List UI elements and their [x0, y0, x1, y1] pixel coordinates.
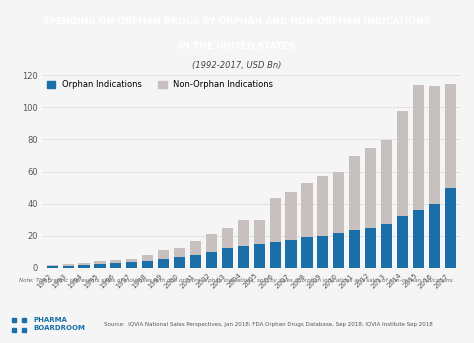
Bar — [413, 210, 424, 268]
Bar — [429, 86, 440, 203]
Bar — [270, 242, 281, 268]
Bar — [397, 111, 408, 216]
Bar — [79, 263, 90, 265]
Bar — [381, 224, 392, 268]
Bar — [285, 192, 297, 240]
Bar — [349, 156, 360, 230]
Bar — [317, 236, 328, 268]
Bar — [413, 85, 424, 210]
Bar — [333, 172, 344, 233]
Bar — [110, 263, 121, 268]
Bar — [254, 220, 265, 244]
Bar — [397, 216, 408, 268]
Bar — [285, 240, 297, 268]
Text: (1992-2017, USD Bn): (1992-2017, USD Bn) — [192, 61, 282, 70]
Bar — [445, 188, 456, 268]
Text: IN THE UNITED STATES: IN THE UNITED STATES — [179, 42, 295, 51]
Bar — [63, 265, 73, 268]
Bar — [445, 84, 456, 188]
Bar — [206, 251, 217, 268]
Text: Note: The graphic represents sales of molecules with one or more orphan indicati: Note: The graphic represents sales of mo… — [19, 278, 455, 283]
Bar — [237, 246, 249, 268]
Bar — [126, 259, 137, 262]
Bar — [222, 248, 233, 268]
Bar — [142, 261, 153, 268]
Bar — [381, 140, 392, 224]
Bar — [254, 244, 265, 268]
Bar — [174, 257, 185, 268]
Bar — [365, 148, 376, 227]
Bar — [270, 198, 281, 242]
Text: Source:  IQVIA National Sales Perspectives, Jan 2018; FDA Orphan Drugs Database,: Source: IQVIA National Sales Perspective… — [104, 322, 433, 327]
Bar — [349, 230, 360, 268]
Bar — [158, 259, 169, 268]
Text: SPENDING ON ORPHAN DRUGS BY ORPHAN AND NON-ORPHAN INDICATIONS: SPENDING ON ORPHAN DRUGS BY ORPHAN AND N… — [44, 17, 430, 26]
Bar — [94, 261, 106, 263]
Bar — [158, 250, 169, 259]
Legend: Orphan Indications, Non-Orphan Indications: Orphan Indications, Non-Orphan Indicatio… — [47, 80, 273, 90]
Bar — [79, 265, 90, 268]
Bar — [301, 237, 312, 268]
Bar — [46, 265, 58, 266]
Bar — [110, 260, 121, 263]
Bar — [142, 255, 153, 261]
Bar — [429, 203, 440, 268]
Bar — [365, 227, 376, 268]
Bar — [94, 263, 106, 268]
Bar — [237, 220, 249, 246]
Bar — [174, 248, 185, 257]
Bar — [301, 183, 312, 237]
Text: PHARMA
BOARDROOM: PHARMA BOARDROOM — [33, 317, 85, 331]
Bar — [206, 234, 217, 251]
Bar — [190, 255, 201, 268]
Bar — [46, 266, 58, 268]
Bar — [126, 262, 137, 268]
Bar — [63, 264, 73, 265]
Bar — [333, 233, 344, 268]
Bar — [317, 176, 328, 236]
Bar — [190, 241, 201, 255]
Bar — [222, 227, 233, 248]
